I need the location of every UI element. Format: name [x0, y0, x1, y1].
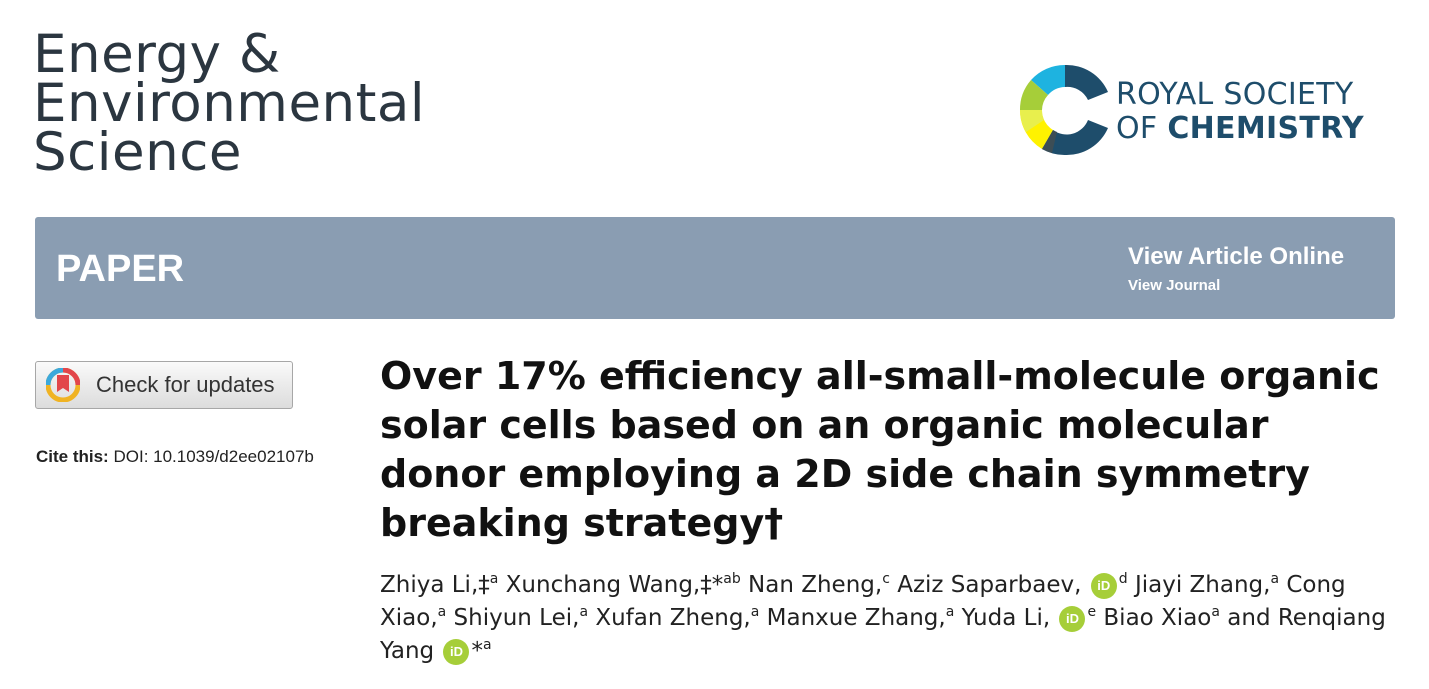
doi-text[interactable]: DOI: 10.1039/d2ee02107b — [113, 447, 314, 466]
publisher-logo[interactable]: ROYAL SOCIETY OF CHEMISTRY — [1012, 57, 1396, 163]
author: and Renqiang Yang iD *a — [380, 605, 1386, 665]
author-name[interactable]: Aziz Saparbaev, — [897, 572, 1082, 598]
journal-title-line: Environmental — [33, 73, 426, 134]
author: Zhiya Li,‡a — [380, 572, 498, 598]
author: Biao Xiaoa — [1103, 605, 1220, 631]
supplementary-dagger[interactable]: † — [764, 501, 784, 545]
author-name[interactable]: and Renqiang Yang — [380, 605, 1386, 664]
banner-links: View Article Online View Journal — [1128, 241, 1344, 297]
affiliation-marker: a — [482, 637, 492, 653]
check-for-updates-button[interactable]: Check for updates — [35, 361, 293, 409]
author: Manxue Zhang,a — [767, 605, 955, 631]
journal-title-line: Energy & — [33, 24, 281, 85]
publisher-name-prefix: OF — [1116, 111, 1168, 146]
journal-title-line: Science — [33, 122, 242, 183]
affiliation-marker: e — [1087, 604, 1097, 620]
author-marks: * — [471, 638, 483, 664]
publisher-name-line1: ROYAL SOCIETY — [1116, 77, 1354, 112]
article-type-label: PAPER — [56, 248, 185, 290]
journal-title: Energy & Environmental Science — [33, 24, 426, 183]
affiliation-marker: a — [489, 571, 499, 587]
affiliation-marker: a — [579, 604, 589, 620]
cite-label: Cite this: — [36, 447, 109, 466]
author-name[interactable]: Biao Xiao — [1103, 605, 1212, 631]
crossmark-icon — [46, 368, 80, 402]
author-name[interactable]: Shiyun Lei, — [453, 605, 580, 631]
author-name[interactable]: Zhiya Li, — [380, 572, 479, 598]
affiliation-marker: d — [1118, 571, 1128, 587]
affiliation-marker: ab — [723, 571, 741, 587]
affiliation-marker: a — [437, 604, 447, 620]
publisher-name: ROYAL SOCIETY OF CHEMISTRY — [1116, 78, 1364, 146]
author-name[interactable]: Cong Xiao, — [380, 572, 1346, 631]
author: Yuda Li, iD e — [961, 604, 1097, 632]
paper-title-text: Over 17% efficiency all-small-molecule o… — [380, 354, 1380, 545]
author: Xunchang Wang,‡*ab — [506, 572, 741, 598]
view-journal-link[interactable]: View Journal — [1128, 277, 1221, 294]
paper-title: Over 17% efficiency all-small-molecule o… — [380, 352, 1390, 548]
author: Cong Xiao,a — [380, 572, 1346, 631]
author-name[interactable]: Xufan Zheng, — [595, 605, 751, 631]
orcid-icon[interactable]: iD — [443, 639, 470, 665]
publisher-name-line2: OF CHEMISTRY — [1116, 112, 1364, 146]
author-name[interactable]: Nan Zheng, — [748, 572, 883, 598]
author: Aziz Saparbaev, iD d — [897, 571, 1128, 599]
author: Xufan Zheng,a — [595, 605, 759, 631]
author-name[interactable]: Manxue Zhang, — [766, 605, 946, 631]
affiliation-marker: a — [945, 604, 955, 620]
affiliation-marker: a — [1270, 571, 1280, 587]
check-for-updates-label: Check for updates — [96, 372, 275, 397]
author: Jiayi Zhang,a — [1135, 572, 1279, 598]
view-article-online-link[interactable]: View Article Online — [1128, 243, 1345, 270]
author-list: Zhiya Li,‡a Xunchang Wang,‡*ab Nan Zheng… — [380, 569, 1390, 668]
rsc-logo-mark-icon — [1019, 64, 1108, 156]
author-marks: ‡ — [478, 572, 490, 598]
author-marks: ‡* — [700, 572, 724, 598]
affiliation-marker: c — [882, 571, 890, 587]
orcid-icon[interactable]: iD — [1059, 606, 1086, 632]
affiliation-marker: a — [750, 604, 760, 620]
orcid-icon[interactable]: iD — [1090, 573, 1117, 599]
author-name[interactable]: Yuda Li, — [961, 605, 1051, 631]
author-name[interactable]: Xunchang Wang, — [505, 572, 701, 598]
author: Nan Zheng,c — [748, 572, 890, 598]
citation: Cite this: DOI: 10.1039/d2ee02107b — [36, 447, 314, 467]
author: Shiyun Lei,a — [454, 605, 589, 631]
author-name[interactable]: Jiayi Zhang, — [1134, 572, 1271, 598]
article-type-banner: PAPER View Article Online View Journal — [35, 217, 1395, 319]
affiliation-marker: a — [1211, 604, 1220, 620]
publisher-name-bold: CHEMISTRY — [1167, 111, 1364, 146]
